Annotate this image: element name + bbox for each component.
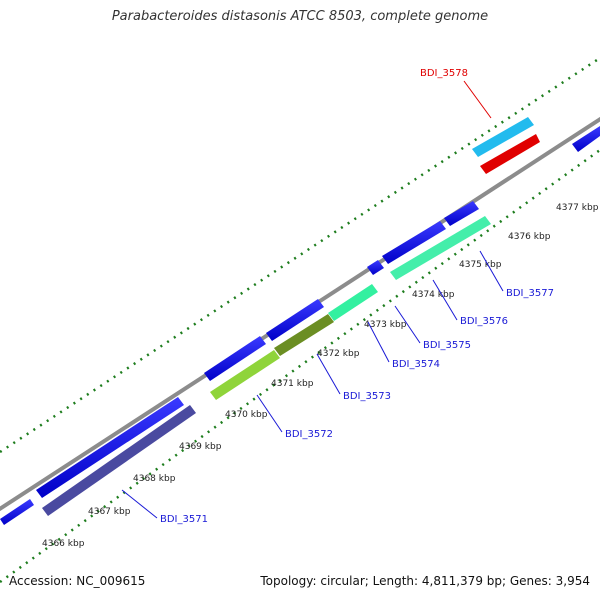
gene-BDI_3574[interactable] [328, 284, 378, 321]
scale-label: 4375 kbp [459, 260, 502, 270]
gene-label-BDI_3572[interactable]: BDI_3572 [285, 429, 333, 440]
gene-arrow[interactable] [444, 201, 479, 226]
gene-arrow[interactable] [367, 260, 384, 275]
gene-BDI_3578-forward[interactable] [472, 117, 534, 157]
scale-label: 4372 kbp [317, 349, 360, 359]
scale-label: 4366 kbp [42, 539, 85, 549]
leader-line [394, 305, 421, 344]
label-leaders [121, 250, 504, 519]
gene-arrow[interactable] [266, 299, 324, 341]
gene-BDI_3578[interactable] [480, 134, 540, 174]
gene-arrow[interactable] [204, 336, 266, 381]
scale-labels: 4366 kbp 4367 kbp 4368 kbp 4369 kbp 4370… [42, 203, 599, 549]
gene-label-BDI_3571[interactable]: BDI_3571 [160, 514, 208, 525]
leader-line [432, 279, 458, 321]
scale-label: 4371 kbp [271, 379, 314, 389]
leader-line [256, 394, 283, 433]
gene-labels: BDI_3571 BDI_3572 BDI_3573 BDI_3574 BDI_… [160, 288, 554, 525]
inner-tick-track [0, 148, 600, 584]
leader-line [121, 489, 158, 519]
gene-arrow[interactable] [382, 221, 446, 264]
gene-label-BDI_3573[interactable]: BDI_3573 [343, 391, 391, 402]
gene-arrow[interactable] [0, 499, 34, 525]
scale-label: 4367 kbp [88, 507, 131, 517]
genome-summary-text: Topology: circular; Length: 4,811,379 bp… [260, 574, 590, 588]
scale-label: 4376 kbp [508, 232, 551, 242]
gene-label-BDI_3574[interactable]: BDI_3574 [392, 359, 440, 370]
gene-label-BDI_3575[interactable]: BDI_3575 [423, 340, 471, 351]
gene-arrow[interactable] [572, 126, 600, 152]
leader-line-red [463, 80, 492, 119]
gene-label-BDI_3576[interactable]: BDI_3576 [460, 316, 508, 327]
gene-BDI_3572[interactable] [210, 350, 280, 400]
scale-label: 4370 kbp [225, 410, 268, 420]
scale-label: 4374 kbp [412, 290, 455, 300]
reverse-genes [42, 134, 540, 516]
leader-line [367, 321, 390, 363]
leader-line [316, 353, 341, 395]
gene-label-BDI_3577[interactable]: BDI_3577 [506, 288, 554, 299]
gene-BDI_3577[interactable] [390, 216, 491, 280]
scale-label: 4368 kbp [133, 474, 176, 484]
outer-tick-track [0, 56, 600, 454]
gene-arrow[interactable] [36, 397, 184, 498]
gene-BDI_3571[interactable] [42, 405, 196, 516]
map-title: Parabacteroides distasonis ATCC 8503, co… [111, 9, 489, 24]
gene-BDI_3573[interactable] [274, 314, 334, 356]
gene-label-BDI_3578[interactable]: BDI_3578 [420, 68, 468, 79]
forward-genes [0, 117, 600, 525]
scale-label: 4373 kbp [364, 320, 407, 330]
scale-label: 4377 kbp [556, 203, 599, 213]
leader-line [479, 250, 504, 292]
scale-label: 4369 kbp [179, 442, 222, 452]
accession-text: Accession: NC_009615 [9, 574, 146, 588]
